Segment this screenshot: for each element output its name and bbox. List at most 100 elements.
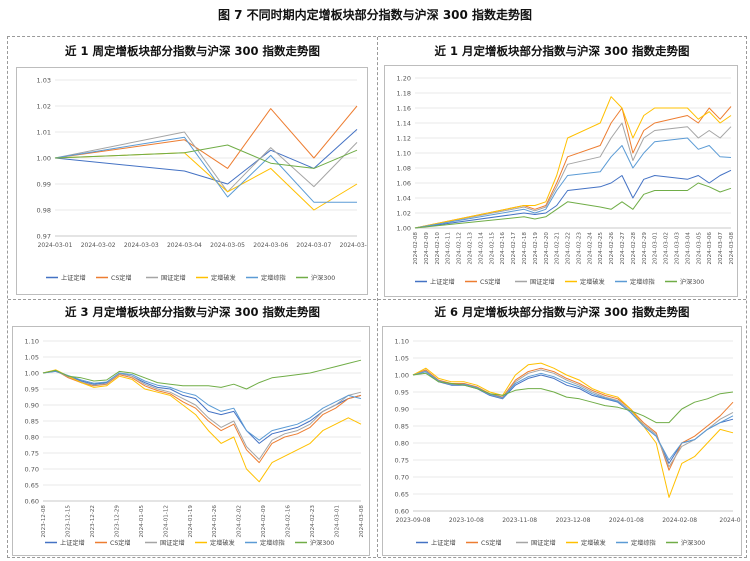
- legend-label: 国证定增: [160, 539, 185, 547]
- x-tick-label: 2024-02-19: [533, 232, 539, 265]
- legend-label: 定增综指: [631, 539, 656, 547]
- chart-svg: 0.97 0.98 0.99 1.00 1.01 1.02 1.03 2024-03-01 20…: [37, 77, 367, 283]
- x-tick-label: 2024-02-16: [286, 505, 292, 538]
- y-tick-label: 0.70: [395, 474, 409, 482]
- y-tick-label: 1.08: [397, 165, 411, 173]
- legend-label: 定增综指: [260, 539, 285, 547]
- y-tick-label: 0.98: [37, 207, 51, 215]
- y-tick-label: 0.95: [395, 389, 409, 397]
- x-tick-label: 2024-03-01: [335, 505, 341, 538]
- x-tick-label: 2024-02-20: [544, 232, 550, 265]
- panel-title: 近 1 周定增板块部分指数与沪深 300 指数走势图: [64, 44, 321, 58]
- legend-label: 上证定增: [431, 539, 456, 547]
- y-tick-label: 1.18: [397, 90, 411, 98]
- y-tick-label: 1.00: [395, 372, 409, 380]
- y-tick-label: 1.10: [397, 150, 411, 158]
- y-tick-label: 1.03: [37, 77, 51, 85]
- figure-grid: 近 1 周定增板块部分指数与沪深 300 指数走势图 0.97 0.98 0.99 1…: [7, 36, 747, 558]
- y-tick-label: 0.60: [395, 508, 409, 516]
- chart-1month: 1.00 1.02 1.04 1.06 1.08 1.10 1.12 1.14 1.16 1.18…: [384, 65, 738, 297]
- series-line: [412, 371, 734, 461]
- series-line: [42, 369, 362, 464]
- legend-label: 定增破发: [581, 539, 606, 547]
- grid-divider-horizontal: [8, 299, 746, 300]
- panel-title: 近 1 月定增板块部分指数与沪深 300 指数走势图: [434, 44, 690, 58]
- y-tick-label: 0.70: [25, 466, 39, 474]
- x-tick-label: 2024-02-28: [631, 232, 637, 265]
- series-line: [54, 105, 358, 169]
- x-tick-label: 2024-02-22: [566, 232, 572, 265]
- x-tick-label: 2024-02-09: [261, 505, 267, 538]
- y-tick-label: 1.20: [397, 75, 411, 83]
- series-line: [42, 359, 362, 390]
- chart-1week: 0.97 0.98 0.99 1.00 1.01 1.02 1.03 2024-03-01 20…: [16, 67, 368, 295]
- series-line: [54, 131, 358, 193]
- chart-svg: 1.00 1.02 1.04 1.06 1.08 1.10 1.12 1.14 1.16 1.18…: [397, 75, 735, 287]
- y-tick-label: 0.97: [37, 233, 51, 241]
- x-tick-label: 2024-01-26: [212, 505, 218, 538]
- x-tick-label: 2024-02-02: [237, 505, 243, 538]
- x-tick-label: 2023-12-22: [90, 505, 96, 538]
- y-tick-label: 1.02: [37, 103, 51, 111]
- y-tick-label: 0.99: [37, 181, 51, 189]
- y-tick-label: 1.14: [397, 120, 411, 128]
- panel-1week: 近 1 周定增板块部分指数与沪深 300 指数走势图 0.97 0.98 0.99 1…: [8, 37, 377, 299]
- series-line: [412, 362, 734, 498]
- series-line: [42, 370, 362, 444]
- y-tick-label: 1.00: [397, 225, 411, 233]
- x-tick-label: 2024-02-16: [500, 232, 506, 265]
- chart-3month: 0.60 0.65 0.70 0.75 0.80 0.85 0.90 0.95 1.00 1.05…: [12, 326, 370, 556]
- figure-title: 图 7 不同时期内定增板块部分指数与沪深 300 指数走势图: [217, 8, 533, 22]
- y-tick-label: 0.80: [395, 440, 409, 448]
- y-tick-label: 1.06: [397, 180, 411, 188]
- series-line: [42, 370, 362, 441]
- y-tick-label: 0.80: [25, 434, 39, 442]
- x-tick-label: 2024-02-23: [576, 232, 582, 265]
- legend-label: 国证定增: [530, 278, 555, 286]
- panel-3month: 近 3 月定增板块部分指数与沪深 300 指数走势图 0.60 0.65 0.70 0…: [8, 300, 377, 557]
- y-tick-label: 0.75: [25, 450, 39, 458]
- series-line: [414, 122, 732, 229]
- legend-label: CS定增: [481, 539, 502, 547]
- x-tick-label: 2024-03-06: [253, 242, 288, 249]
- legend-label: CS定增: [110, 539, 131, 547]
- panel-6month: 近 6 月定增板块部分指数与沪深 300 指数走势图 0.60 0.65 0.70 0…: [378, 300, 746, 557]
- y-tick-label: 0.75: [395, 457, 409, 465]
- series-line: [414, 169, 732, 229]
- chart-svg: 0.60 0.65 0.70 0.75 0.80 0.85 0.90 0.95 1.00 1.05…: [25, 338, 365, 548]
- series-line: [54, 136, 357, 203]
- legend-label: 沪深300: [311, 274, 335, 282]
- x-tick-label: 2023-12-29: [114, 505, 120, 538]
- x-tick-label: 2023-12-08: [41, 505, 47, 538]
- x-tick-label: 2024-02-23: [310, 505, 316, 538]
- y-tick-label: 1.00: [37, 155, 51, 163]
- legend-label: 上证定增: [60, 539, 85, 547]
- x-tick-label: 2024-02-29: [642, 232, 648, 265]
- legend-label: CS定增: [480, 278, 501, 286]
- x-tick-label: 2024-02-26: [609, 232, 615, 265]
- x-tick-label: 2024-03-06: [707, 232, 713, 265]
- x-tick-label: 2024-03-02: [81, 242, 116, 249]
- y-tick-label: 1.00: [25, 370, 39, 378]
- chart-6month: 0.60 0.65 0.70 0.75 0.80 0.85 0.90 0.95 1.00 1.05…: [382, 326, 742, 556]
- y-tick-label: 1.12: [397, 135, 411, 143]
- x-tick-label: 2024-03-02: [664, 232, 670, 265]
- y-tick-label: 1.10: [395, 338, 409, 346]
- x-tick-label: 2024-03-03: [124, 242, 159, 249]
- legend-label: 沪深300: [681, 539, 705, 547]
- x-tick-label: 2024-03-05: [696, 232, 702, 265]
- y-tick-label: 1.05: [25, 354, 39, 362]
- series-line: [414, 137, 732, 229]
- x-tick-label: 2024-03-05: [210, 242, 245, 249]
- y-tick-label: 1.02: [397, 210, 411, 218]
- y-tick-label: 1.01: [37, 129, 51, 137]
- legend-label: 上证定增: [61, 274, 86, 282]
- x-tick-label: 2024-02-11: [446, 232, 452, 265]
- x-tick-label: 2023-10-08: [449, 517, 484, 524]
- series-line: [42, 370, 362, 460]
- x-tick-label: 2024-02-18: [522, 232, 528, 265]
- legend-label: 定增破发: [580, 278, 605, 286]
- x-tick-label: 2024-01-12: [163, 505, 169, 538]
- x-tick-label: 2024-02-24: [587, 232, 593, 265]
- x-tick-label: 2024-02-14: [478, 232, 484, 265]
